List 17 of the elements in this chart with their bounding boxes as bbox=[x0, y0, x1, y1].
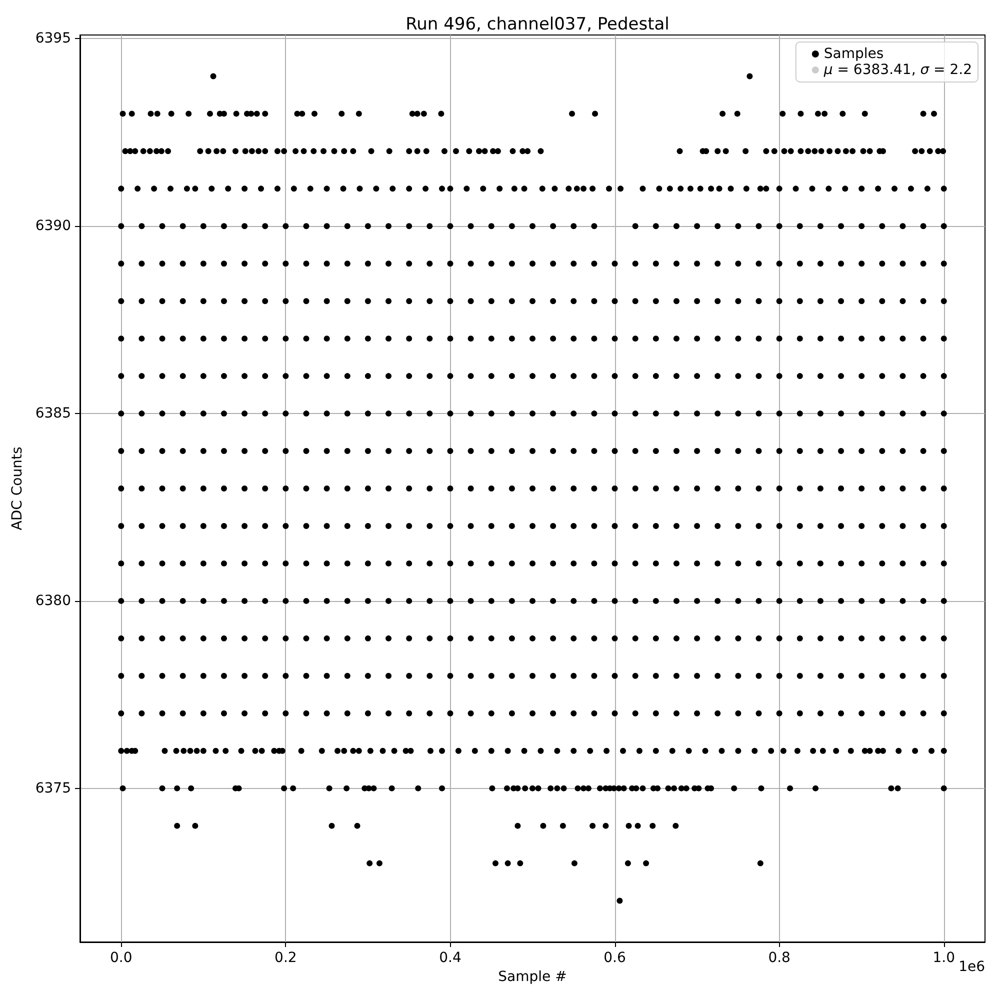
x-tick-label: 0.6 bbox=[604, 950, 626, 966]
y-tick-label: 6375 bbox=[35, 780, 71, 796]
legend-label: μ = 6383.41, σ = 2.2 bbox=[822, 62, 972, 78]
legend-label: Samples bbox=[824, 46, 884, 62]
chart-title: Run 496, channel037, Pedestal bbox=[406, 14, 670, 34]
x-tick-label: 0.8 bbox=[768, 950, 790, 966]
y-axis-title: ADC Counts bbox=[9, 446, 26, 530]
text: 1e6 bbox=[958, 959, 986, 975]
y-tick-label: 6380 bbox=[35, 592, 71, 609]
x-tick-label: 0.4 bbox=[439, 950, 462, 966]
y-tick-label: 6385 bbox=[35, 406, 71, 422]
y-tick-label: 6390 bbox=[35, 218, 71, 234]
x-tick-label: 1.0 bbox=[932, 950, 955, 966]
y-tick-label: 6395 bbox=[35, 30, 71, 47]
x-tick-label: 0.0 bbox=[110, 950, 132, 966]
x-tick-label: 0.2 bbox=[274, 950, 297, 966]
x-axis-title: Sample # bbox=[498, 969, 567, 985]
